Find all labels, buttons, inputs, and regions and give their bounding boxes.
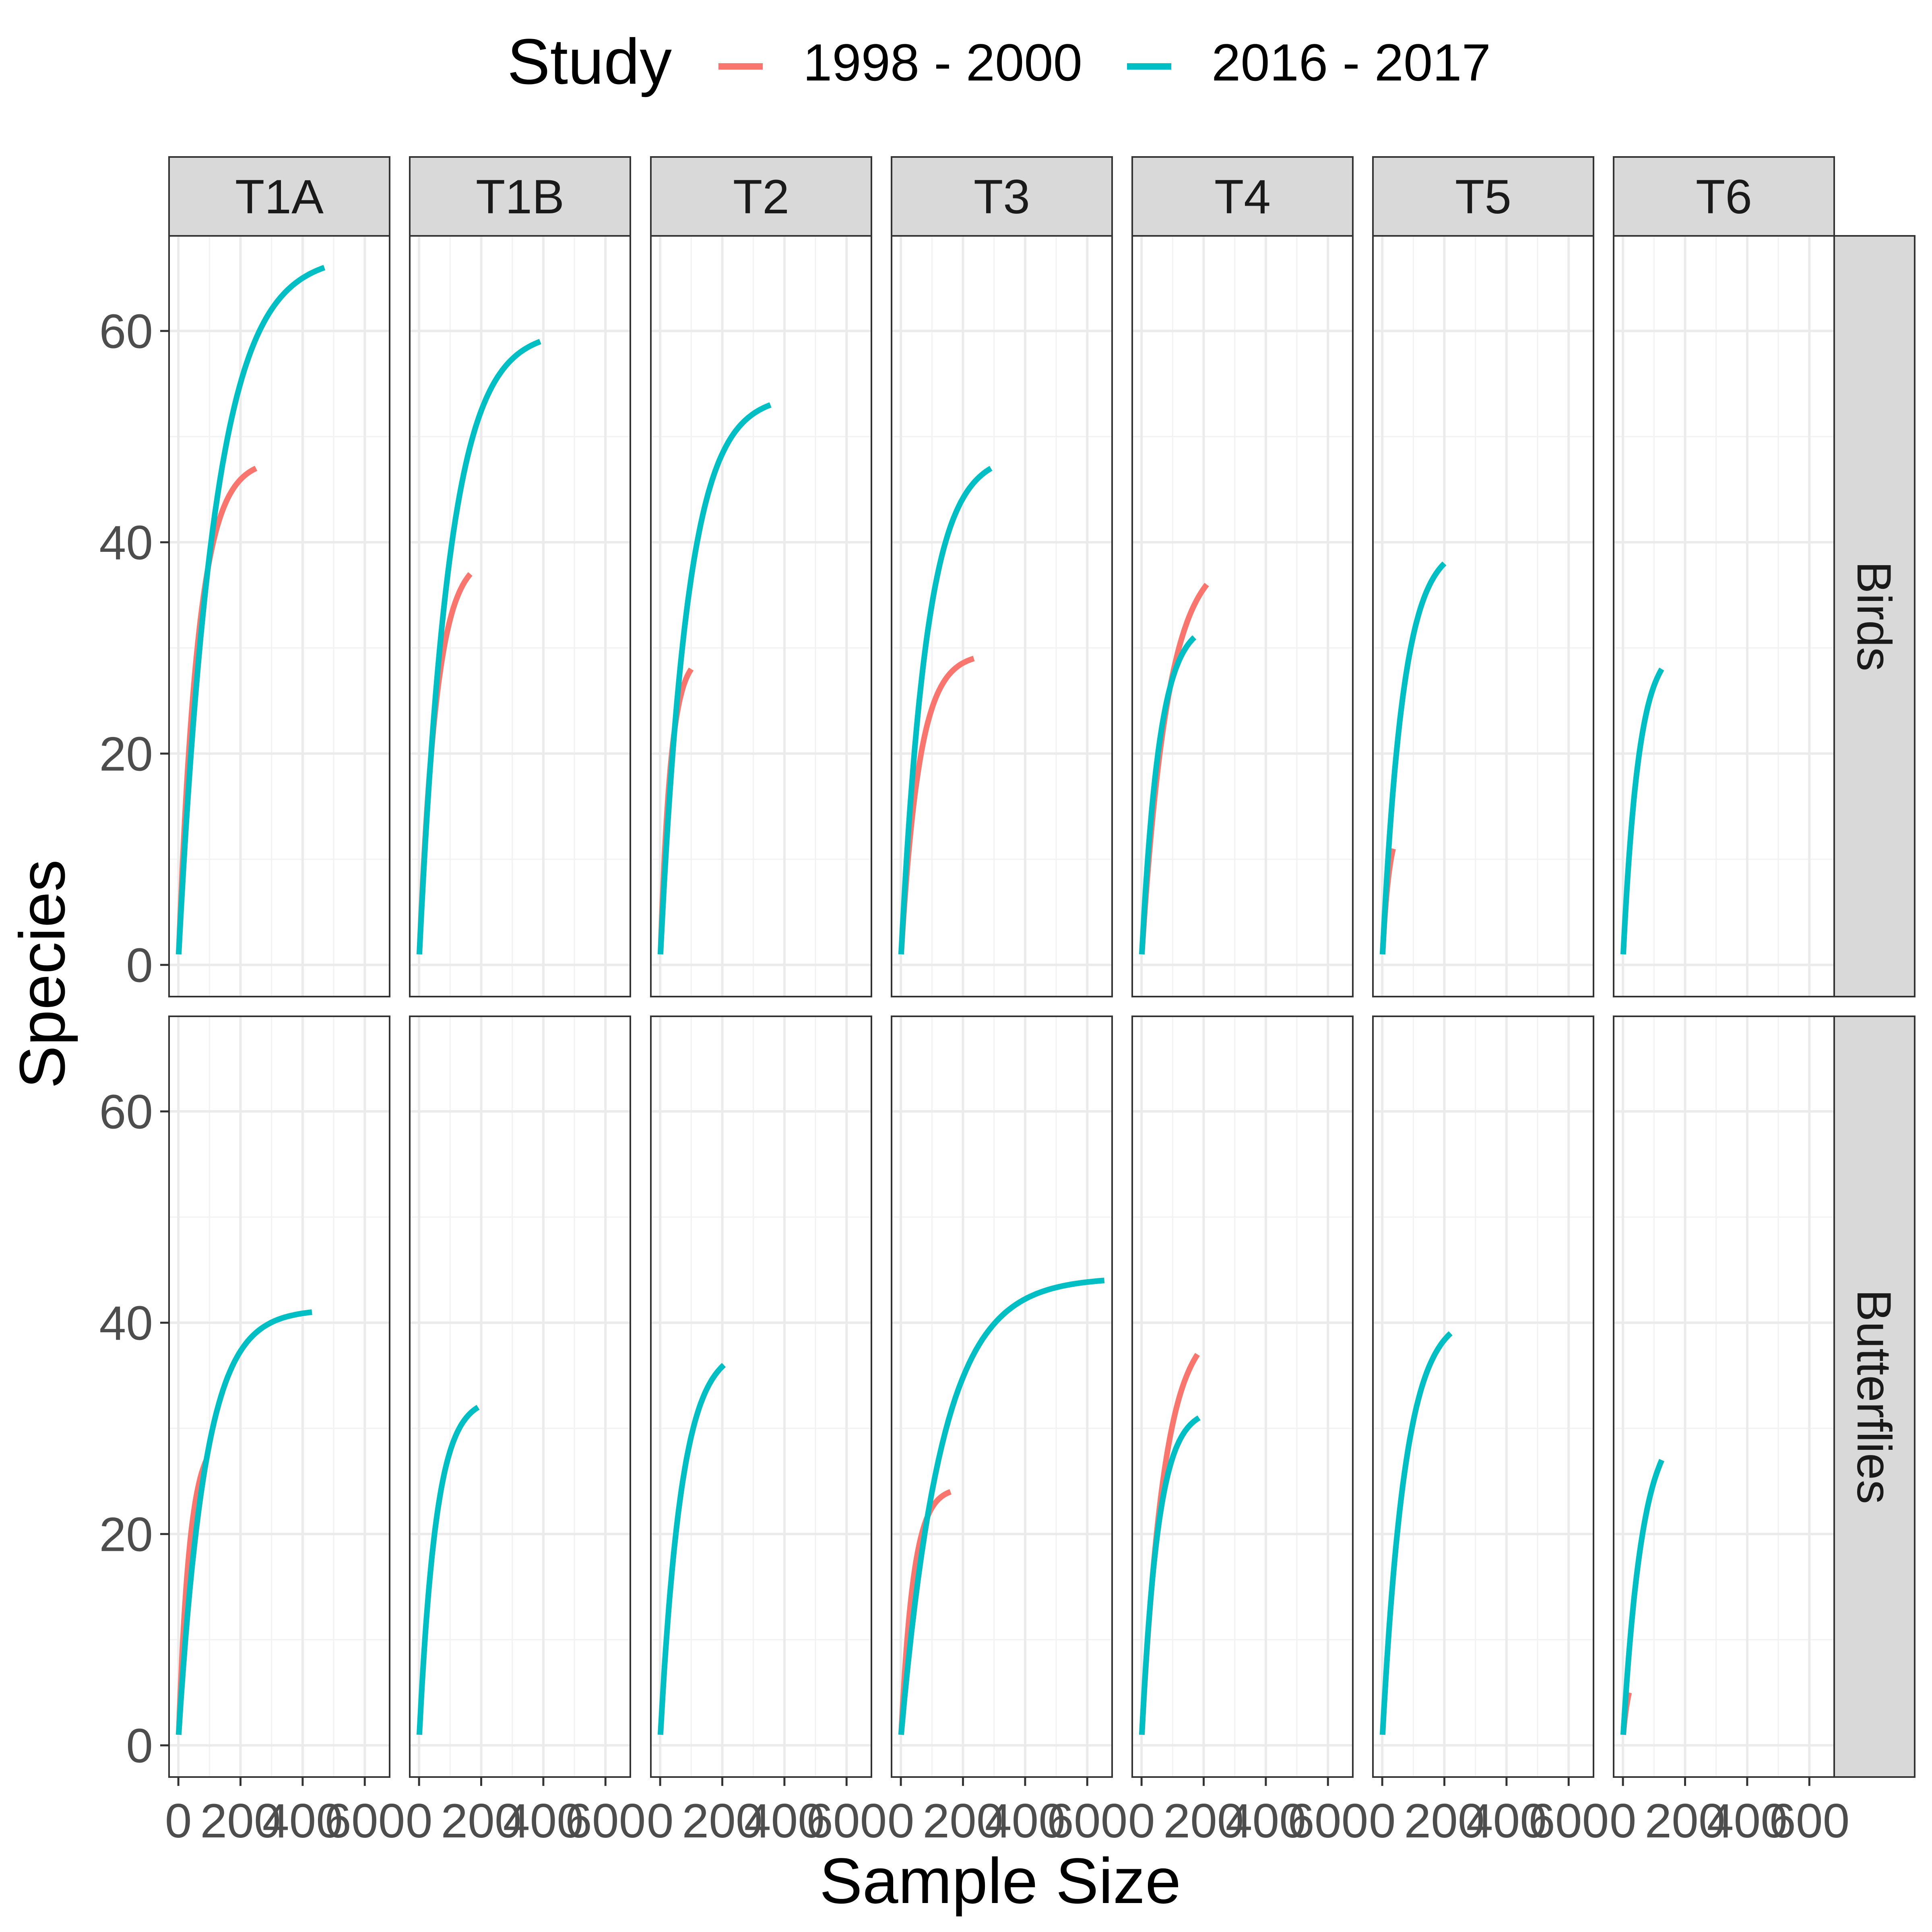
strip-t1a (168, 156, 390, 237)
panel-t1a-butterflies (169, 1016, 390, 1777)
panel-border-t4-butterflies (1131, 1016, 1354, 1778)
x-tick-label: 400 (1226, 1794, 1306, 1848)
curve-t3-birds-1998-2000 (898, 656, 976, 955)
x-tick-label: 200 (1163, 1794, 1244, 1848)
strip-t3 (891, 156, 1113, 237)
y-tick-label: 0 (126, 938, 153, 992)
panel-t3-butterflies (892, 1016, 1112, 1777)
x-tick-label: 600 (1769, 1794, 1849, 1848)
x-tick-label: 0 (406, 1794, 433, 1848)
panel-t6-birds (1614, 236, 1834, 997)
strip-label-t5: T5 (1455, 170, 1511, 224)
panel-t2-butterflies (651, 1016, 871, 1777)
strip-label-t4: T4 (1214, 170, 1271, 224)
curve-t1b-butterflies-2016-2017 (416, 1405, 480, 1735)
panel-t1b-butterflies (410, 1016, 630, 1777)
strip-t1b (409, 156, 631, 237)
legend-label-2016-2017: 2016 - 2017 (1212, 33, 1491, 92)
x-tick-label: 0 (1128, 1794, 1155, 1848)
y-tick-label: 40 (99, 516, 153, 570)
curve-t4-birds-2016-2017 (1139, 635, 1197, 955)
x-tick-label: 400 (1466, 1794, 1547, 1848)
curve-t1b-birds-2016-2017 (416, 339, 541, 955)
facet-grid: T1A T1B T2 T3 T4 T5 T6BirdsButterflies02040600… (99, 156, 1915, 1848)
strip-label-butterflies: Butterflies (1847, 1289, 1901, 1504)
x-tick-label: 200 (200, 1794, 281, 1848)
x-tick-label: 400 (503, 1794, 584, 1848)
curve-t2-birds-2016-2017 (657, 402, 772, 955)
y-tick-label: 20 (99, 1507, 153, 1561)
legend-label-1998-2000: 1998 - 2000 (803, 33, 1082, 92)
panel-border-t2-butterflies (650, 1016, 872, 1778)
x-tick-label: 400 (744, 1794, 825, 1848)
panel-t4-birds (1132, 236, 1353, 997)
strip-t2 (650, 156, 872, 237)
curve-t3-butterflies-2016-2017 (898, 1278, 1105, 1735)
panel-t5-butterflies (1373, 1016, 1593, 1777)
strip-label-t1b: T1B (476, 170, 564, 224)
strip-label-birds: Birds (1847, 561, 1901, 671)
curve-t5-butterflies-2016-2017 (1379, 1331, 1453, 1735)
x-tick-label: 400 (1707, 1794, 1788, 1848)
x-tick-label: 200 (1645, 1794, 1725, 1848)
x-tick-label: 200 (1404, 1794, 1484, 1848)
curve-t4-butterflies-2016-2017 (1139, 1415, 1201, 1735)
x-tick-label: 400 (985, 1794, 1065, 1848)
curve-t1a-butterflies-2016-2017 (175, 1309, 313, 1735)
curve-t6-butterflies-2016-2017 (1620, 1459, 1664, 1735)
x-tick-label: 0 (165, 1794, 192, 1848)
x-tick-label: 600 (1047, 1794, 1127, 1848)
strip-t4 (1131, 156, 1354, 237)
y-tick-label: 60 (99, 1085, 153, 1139)
x-tick-label: 600 (806, 1794, 887, 1848)
panel-border-t1b-butterflies (409, 1016, 631, 1778)
strip-label-t6: T6 (1696, 170, 1752, 224)
panel-t5-birds (1373, 236, 1593, 997)
x-tick-label: 600 (1288, 1794, 1368, 1848)
x-axis-title: Sample Size (819, 1845, 1181, 1917)
x-tick-label: 200 (441, 1794, 521, 1848)
strip-butterflies (1833, 1016, 1915, 1778)
panel-border-t1a-butterflies (168, 1016, 390, 1778)
x-tick-label: 600 (1528, 1794, 1609, 1848)
strip-label-t1a: T1A (235, 170, 324, 224)
y-axis-title: Species (6, 859, 78, 1088)
curve-t6-birds-2016-2017 (1620, 667, 1664, 955)
y-tick-label: 20 (99, 727, 153, 781)
x-tick-label: 0 (1369, 1794, 1396, 1848)
x-tick-label: 600 (565, 1794, 646, 1848)
x-tick-label: 0 (1610, 1794, 1637, 1848)
strip-t6 (1613, 156, 1835, 237)
x-tick-label: 200 (923, 1794, 1003, 1848)
legend-title: Study (507, 25, 672, 97)
legend: Study 1998 - 2000 2016 - 2017 (507, 25, 1491, 97)
panel-t4-butterflies (1132, 1016, 1353, 1777)
x-tick-label: 400 (262, 1794, 343, 1848)
panel-t1b-birds (410, 236, 630, 997)
y-tick-label: 0 (126, 1719, 153, 1773)
curve-t5-birds-2016-2017 (1379, 561, 1447, 955)
curve-t2-butterflies-2016-2017 (657, 1363, 726, 1735)
y-tick-label: 40 (99, 1296, 153, 1350)
panel-t1a-birds (169, 236, 390, 997)
panel-t3-birds (892, 236, 1112, 997)
strip-label-t3: T3 (974, 170, 1030, 224)
x-tick-label: 600 (324, 1794, 405, 1848)
y-tick-label: 60 (99, 304, 153, 358)
curve-t1a-birds-2016-2017 (175, 265, 326, 955)
panel-border-t5-butterflies (1372, 1016, 1594, 1778)
panel-border-t3-butterflies (891, 1016, 1113, 1778)
strip-t5 (1372, 156, 1594, 237)
curve-t3-birds-2016-2017 (898, 466, 993, 955)
strip-birds (1833, 235, 1915, 997)
strip-label-t2: T2 (733, 170, 789, 224)
x-tick-label: 200 (682, 1794, 762, 1848)
panel-t6-butterflies (1614, 1016, 1834, 1777)
x-tick-label: 0 (888, 1794, 914, 1848)
x-tick-label: 0 (647, 1794, 674, 1848)
